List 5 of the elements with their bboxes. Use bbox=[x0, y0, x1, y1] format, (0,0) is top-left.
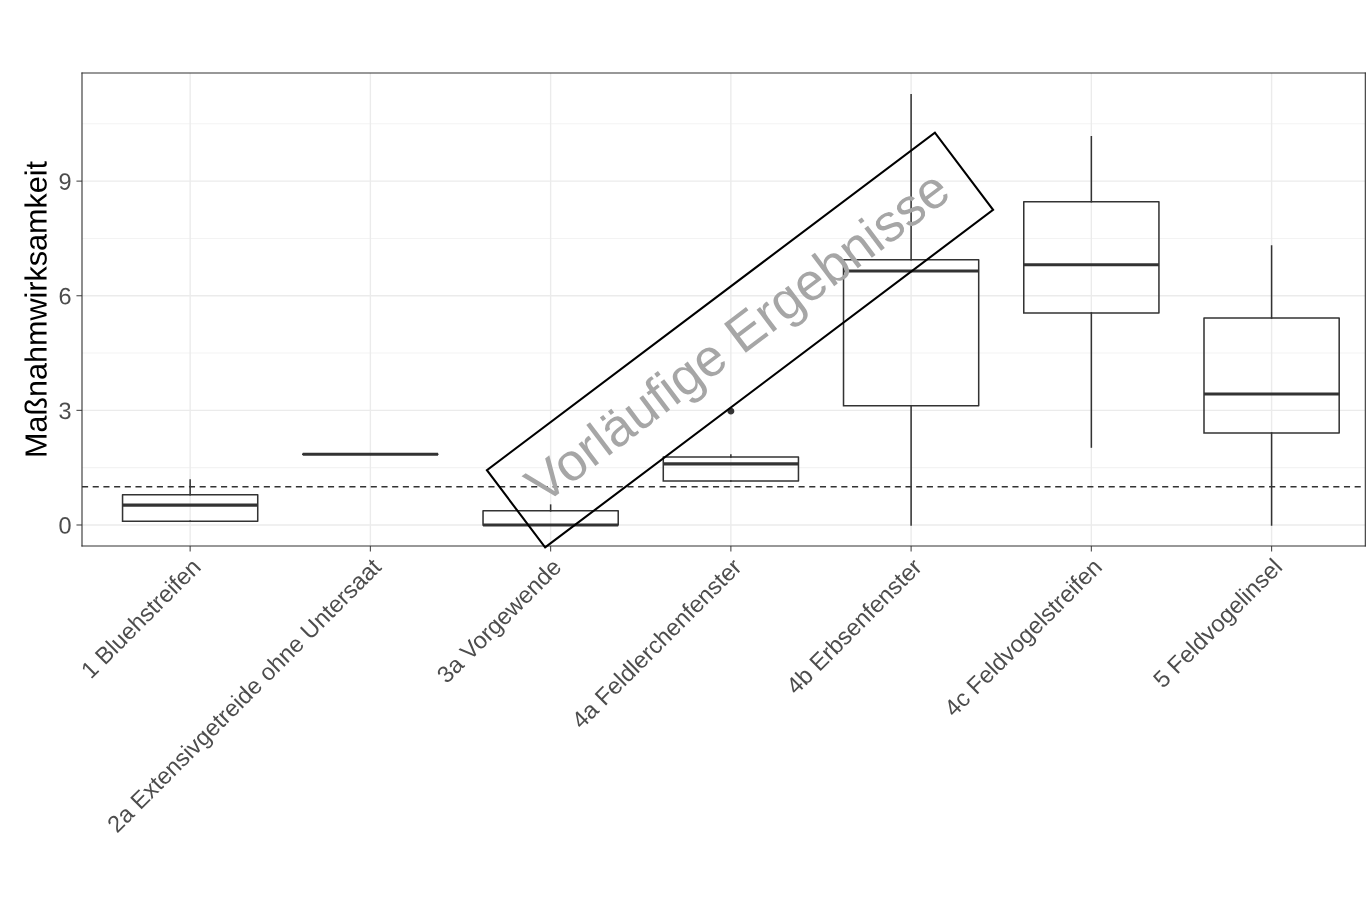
y-tick-label: 0 bbox=[59, 517, 71, 534]
y-tick-label: 9 bbox=[59, 173, 71, 190]
y-axis-title: Maßnahmwirksamkeit bbox=[24, 161, 47, 456]
y-tick-label: 3 bbox=[59, 402, 71, 420]
y-tick-label: 6 bbox=[59, 287, 71, 305]
